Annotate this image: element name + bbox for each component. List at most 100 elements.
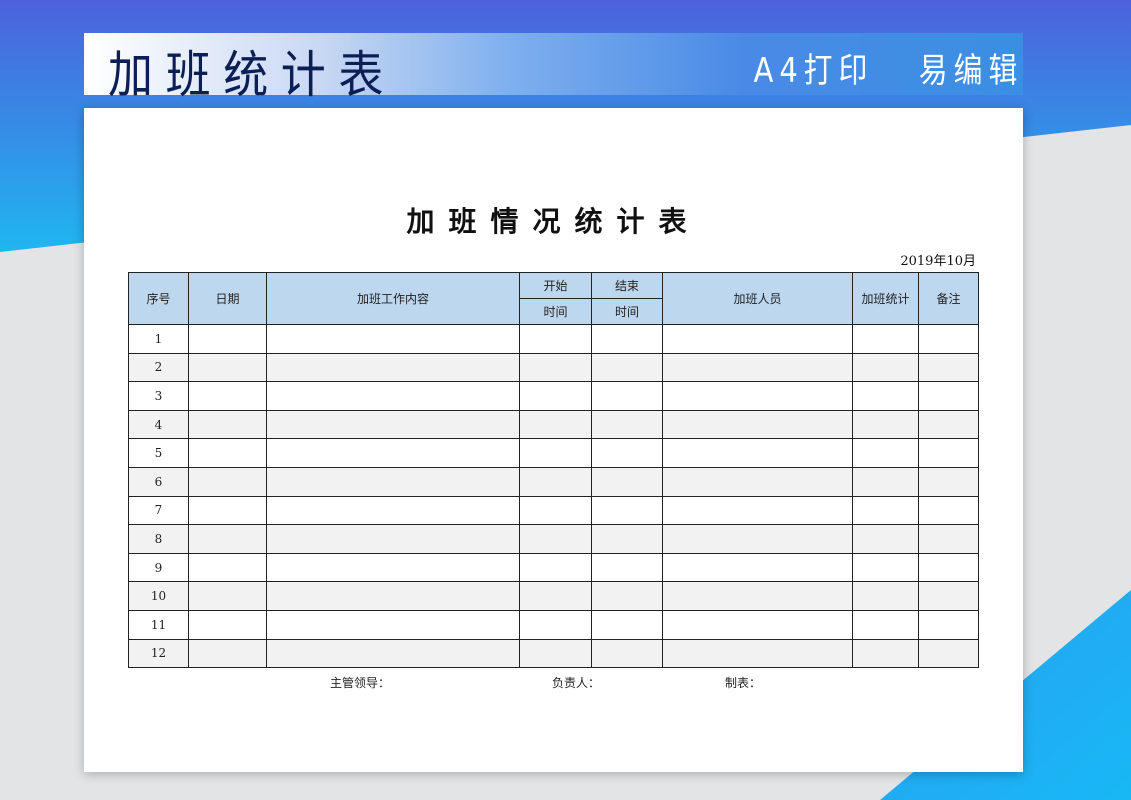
table-cell[interactable] — [662, 466, 853, 497]
table-cell[interactable] — [519, 409, 592, 440]
table-cell[interactable] — [591, 581, 663, 611]
table-cell[interactable] — [519, 609, 592, 640]
table-cell[interactable] — [662, 524, 853, 554]
table-cell[interactable] — [918, 552, 979, 583]
table-cell[interactable] — [591, 609, 663, 640]
table-cell[interactable] — [918, 352, 979, 383]
table-cell[interactable] — [591, 552, 663, 583]
table-cell[interactable] — [591, 638, 663, 669]
table-cell[interactable] — [852, 581, 919, 611]
table-cell[interactable] — [519, 381, 592, 411]
table-cell[interactable] — [266, 581, 520, 611]
table-cell[interactable] — [591, 324, 663, 354]
table-cell[interactable] — [188, 524, 267, 554]
table-cell[interactable] — [188, 638, 267, 669]
table-cell[interactable] — [188, 609, 267, 640]
table-cell[interactable] — [266, 638, 520, 669]
table-cell[interactable] — [591, 409, 663, 440]
table-cell[interactable] — [519, 352, 592, 383]
table-cell[interactable] — [266, 466, 520, 497]
table-cell[interactable] — [188, 466, 267, 497]
table-cell[interactable] — [852, 324, 919, 354]
table-cell[interactable] — [662, 409, 853, 440]
table-cell[interactable] — [591, 352, 663, 383]
table-cell[interactable] — [662, 581, 853, 611]
table-cell[interactable] — [591, 438, 663, 468]
table-cell[interactable] — [591, 466, 663, 497]
table-cell[interactable] — [188, 381, 267, 411]
table-cell[interactable] — [519, 581, 592, 611]
row-number: 7 — [128, 495, 189, 526]
table-cell[interactable] — [266, 609, 520, 640]
table-row: 11 — [128, 609, 979, 640]
banner-tagline: A4打印 易编辑 — [753, 51, 1023, 91]
header-staff: 加班人员 — [662, 272, 853, 325]
table-cell[interactable] — [918, 466, 979, 497]
table-cell[interactable] — [266, 524, 520, 554]
table-cell[interactable] — [852, 638, 919, 669]
table-cell[interactable] — [662, 324, 853, 354]
row-number: 9 — [128, 552, 189, 583]
table-cell[interactable] — [519, 466, 592, 497]
table-cell[interactable] — [852, 495, 919, 526]
table-cell[interactable] — [519, 524, 592, 554]
row-number: 12 — [128, 638, 189, 669]
table-cell[interactable] — [188, 438, 267, 468]
table-cell[interactable] — [918, 495, 979, 526]
footer-responsible: 负责人： — [552, 676, 601, 690]
table-cell[interactable] — [266, 438, 520, 468]
table-cell[interactable] — [266, 409, 520, 440]
table-cell[interactable] — [266, 552, 520, 583]
table-cell[interactable] — [188, 552, 267, 583]
table-cell[interactable] — [591, 381, 663, 411]
table-cell[interactable] — [188, 409, 267, 440]
table-cell[interactable] — [591, 495, 663, 526]
table-cell[interactable] — [519, 438, 592, 468]
table-cell[interactable] — [188, 352, 267, 383]
table-cell[interactable] — [852, 409, 919, 440]
table-cell[interactable] — [852, 552, 919, 583]
table-cell[interactable] — [918, 381, 979, 411]
table-cell[interactable] — [918, 638, 979, 669]
table-cell[interactable] — [519, 638, 592, 669]
table-cell[interactable] — [266, 352, 520, 383]
table-cell[interactable] — [266, 495, 520, 526]
table-cell[interactable] — [918, 324, 979, 354]
table-cell[interactable] — [918, 581, 979, 611]
table-cell[interactable] — [852, 466, 919, 497]
table-cell[interactable] — [519, 324, 592, 354]
table-cell[interactable] — [662, 609, 853, 640]
header-start-time: 时间 — [519, 298, 592, 325]
table-cell[interactable] — [188, 495, 267, 526]
table-row: 6 — [128, 466, 979, 497]
table-cell[interactable] — [918, 524, 979, 554]
table-cell[interactable] — [519, 552, 592, 583]
table-cell[interactable] — [591, 524, 663, 554]
table-cell[interactable] — [852, 609, 919, 640]
table-row: 5 — [128, 438, 979, 468]
header-start: 开始 — [519, 272, 592, 299]
table-cell[interactable] — [662, 352, 853, 383]
table-cell[interactable] — [188, 581, 267, 611]
table-cell[interactable] — [519, 495, 592, 526]
row-number: 1 — [128, 324, 189, 354]
table-cell[interactable] — [918, 409, 979, 440]
table-cell[interactable] — [266, 381, 520, 411]
header-end: 结束 — [591, 272, 663, 299]
table-cell[interactable] — [188, 324, 267, 354]
table-cell[interactable] — [662, 638, 853, 669]
footer-prepared-by: 制表： — [725, 676, 762, 690]
table-cell[interactable] — [852, 524, 919, 554]
table-row: 7 — [128, 495, 979, 526]
table-cell[interactable] — [918, 438, 979, 468]
table-cell[interactable] — [662, 381, 853, 411]
table-cell[interactable] — [852, 438, 919, 468]
table-cell[interactable] — [852, 381, 919, 411]
table-cell[interactable] — [662, 495, 853, 526]
table-cell[interactable] — [852, 352, 919, 383]
table-cell[interactable] — [918, 609, 979, 640]
table-cell[interactable] — [662, 438, 853, 468]
table-cell[interactable] — [266, 324, 520, 354]
table-cell[interactable] — [662, 552, 853, 583]
